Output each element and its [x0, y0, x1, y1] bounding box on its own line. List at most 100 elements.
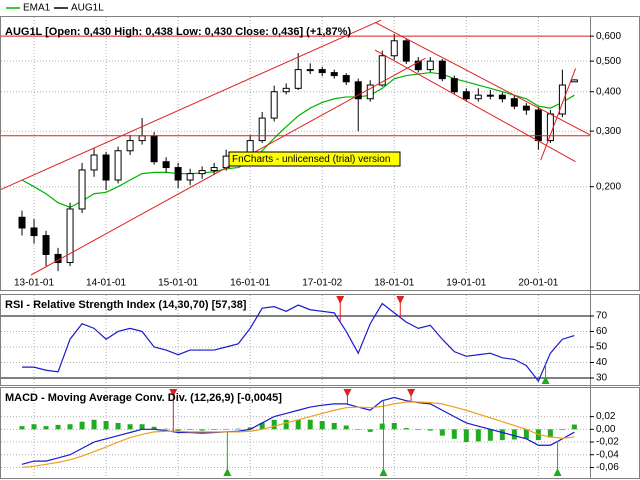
candle-body	[258, 117, 266, 142]
histogram-bar	[163, 428, 169, 430]
candle-body	[222, 155, 230, 169]
histogram-bar	[79, 421, 85, 430]
histogram-bar	[31, 424, 37, 430]
histogram-bar	[547, 429, 553, 438]
histogram-bar	[523, 429, 529, 439]
histogram-bar	[67, 424, 73, 430]
candle-body	[546, 113, 554, 142]
histogram-bar	[511, 429, 517, 440]
y-tick-label: 0,00	[596, 424, 616, 435]
candle-body	[186, 173, 194, 181]
trend-line	[0, 19, 382, 190]
candle-body	[474, 94, 482, 100]
candle-body	[78, 169, 86, 210]
histogram-bar	[223, 429, 229, 430]
histogram-bar	[55, 424, 61, 430]
sell-signal	[343, 389, 352, 397]
candle-body	[438, 60, 446, 80]
x-tick-label: 15-01-01	[158, 278, 198, 289]
x-tick-label: 18-01-01	[374, 278, 414, 289]
histogram-bar	[331, 422, 337, 430]
plot-area	[1, 388, 590, 477]
candle-body	[198, 170, 206, 175]
histogram-bar	[427, 429, 433, 431]
candle-body	[354, 81, 362, 100]
histogram-bar	[391, 422, 397, 430]
y-tick-label: -0,02	[596, 437, 619, 448]
trend-line	[374, 21, 591, 136]
candle-body	[174, 167, 182, 181]
histogram-bar	[295, 419, 301, 430]
y-tick-label: 0,500	[596, 56, 621, 67]
rsi-line	[22, 302, 575, 383]
candle-body	[318, 69, 326, 74]
histogram-bar	[499, 429, 505, 441]
x-tick-label: 13-01-01	[14, 278, 54, 289]
histogram-bar	[307, 419, 313, 430]
trend-line	[540, 68, 577, 161]
histogram-bar	[379, 423, 385, 430]
panel-title: AUG1L [Open: 0,430 High: 0,438 Low: 0,43…	[5, 26, 351, 38]
histogram-bar	[475, 429, 481, 442]
histogram-bar	[235, 428, 241, 430]
histogram-bar	[451, 429, 457, 439]
y-tick-label: 40	[596, 357, 608, 368]
histogram-bar	[559, 429, 565, 430]
sell-signal	[169, 389, 178, 397]
histogram-bar	[319, 421, 325, 430]
candle-body	[378, 55, 386, 86]
candle-body	[462, 91, 470, 100]
plot-area	[1, 295, 590, 385]
candle-body	[66, 208, 74, 264]
histogram-bar	[43, 426, 49, 430]
candle-body	[18, 216, 26, 229]
histogram-bar	[259, 422, 265, 430]
candle-body	[210, 167, 218, 172]
candle-body	[342, 75, 350, 83]
histogram-bar	[343, 425, 349, 430]
histogram-bar	[211, 429, 217, 430]
candle-body	[330, 72, 338, 77]
x-tick-label: 19-01-01	[446, 278, 486, 289]
trend-line	[30, 57, 426, 276]
candle-body	[306, 69, 314, 72]
candle-body	[414, 60, 422, 71]
histogram-bar	[187, 429, 193, 430]
candle-body	[450, 78, 458, 93]
histogram-bar	[199, 429, 205, 431]
candle-body	[126, 140, 134, 152]
candle-body	[498, 94, 506, 100]
histogram-bar	[283, 419, 289, 430]
y-tick-label: 30	[596, 373, 608, 384]
buy-signal	[541, 376, 550, 384]
candle-body	[366, 84, 374, 100]
x-tick-label: 20-01-01	[518, 278, 558, 289]
sell-signal	[336, 296, 345, 304]
panel-title: MACD - Moving Average Conv. Div. (12,26,…	[5, 392, 282, 404]
candle-body	[282, 87, 290, 93]
histogram-bar	[151, 426, 157, 430]
annotation: FnCharts - unlicensed (trial) version	[232, 154, 390, 165]
candle-body	[510, 98, 518, 107]
sell-signal	[407, 389, 416, 397]
x-tick-label: 14-01-01	[86, 278, 126, 289]
candle-body	[426, 60, 434, 71]
histogram-bar	[115, 422, 121, 430]
histogram-bar	[247, 427, 253, 430]
candle-body	[294, 69, 302, 89]
x-tick-label: 16-01-01	[230, 278, 270, 289]
candle-body	[150, 135, 158, 163]
buy-signal	[553, 468, 562, 476]
candle-body	[162, 161, 170, 169]
legend-label: AUG1L	[71, 3, 104, 14]
candle-body	[30, 227, 38, 237]
histogram-bar	[463, 429, 469, 443]
y-tick-label: 60	[596, 326, 608, 337]
candle-body	[402, 40, 410, 62]
legend-label: EMA1	[23, 3, 51, 14]
y-tick-label: -0,06	[596, 462, 619, 473]
candle-body	[138, 135, 146, 142]
annotation-box	[228, 151, 401, 167]
